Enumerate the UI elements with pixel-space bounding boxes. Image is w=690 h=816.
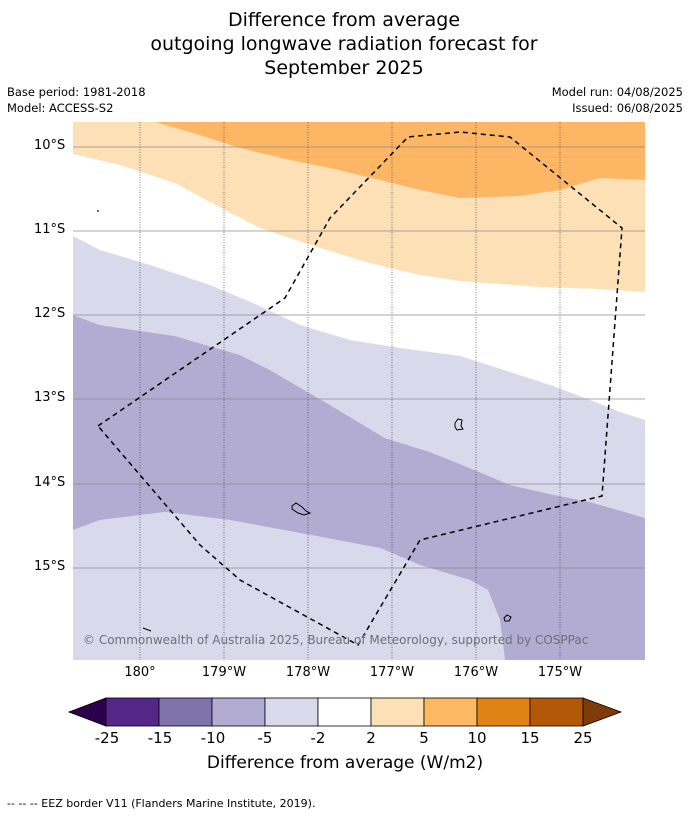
colorbar-tick: 5 — [419, 729, 429, 747]
lon-label-178w: 178°W — [285, 665, 331, 680]
island-small-west — [454, 418, 464, 431]
island-upolu — [291, 502, 312, 516]
colorbar — [67, 697, 623, 727]
lat-label-13s: 13°S — [34, 390, 66, 405]
meta-right: Model run: 04/08/2025 Issued: 06/08/2025 — [552, 84, 683, 116]
colorbar-extend-high — [582, 697, 623, 727]
colorbar-tick: -5 — [257, 729, 273, 747]
anomaly-band-purple-light-north — [73, 236, 645, 518]
lat-label-14s: 14°S — [34, 475, 66, 490]
map-area — [73, 122, 645, 660]
chart-title: Difference from average outgoing longwav… — [0, 8, 690, 80]
colorbar-tick: 15 — [520, 729, 540, 747]
lat-label-11s: 11°S — [34, 222, 66, 237]
copyright-notice: © Commonwealth of Australia 2025, Bureau… — [83, 633, 589, 647]
lon-label-177w: 177°W — [369, 665, 415, 680]
anomaly-band-orange-dark — [155, 122, 645, 198]
island-small-south — [503, 614, 512, 622]
title-line-2: outgoing longwave radiation forecast for — [150, 33, 538, 55]
colorbar-tick: -25 — [94, 729, 120, 747]
colorbar-cell — [264, 697, 319, 727]
lon-label-179w: 179°W — [201, 665, 247, 680]
anomaly-band-purple-light-south — [73, 512, 505, 660]
meta-left: Base period: 1981-2018 Model: ACCESS-S2 — [7, 84, 146, 116]
latitude-gridlines — [73, 146, 645, 569]
lon-label-175w: 175°W — [537, 665, 583, 680]
island-sliver — [142, 627, 152, 632]
model-name: Model: ACCESS-S2 — [7, 101, 114, 115]
title-line-3: September 2025 — [264, 57, 424, 79]
issued-date: Issued: 06/08/2025 — [572, 101, 683, 115]
colorbar-cell — [211, 697, 266, 727]
colorbar-tick: 25 — [573, 729, 593, 747]
lon-label-176w: 176°W — [453, 665, 499, 680]
colorbar-extend-low — [67, 697, 107, 727]
colorbar-cell — [370, 697, 425, 727]
model-run: Model run: 04/08/2025 — [551, 85, 683, 99]
colorbar-tick: -2 — [310, 729, 326, 747]
base-period: Base period: 1981-2018 — [7, 85, 146, 99]
colorbar-cell — [105, 697, 160, 727]
colorbar-title: Difference from average (W/m2) — [206, 753, 484, 773]
colorbar-cell — [158, 697, 213, 727]
island-dot — [97, 210, 99, 212]
colorbar-cell — [529, 697, 584, 727]
anomaly-band-purple-mid — [73, 315, 645, 660]
colorbar-tick: -15 — [147, 729, 173, 747]
lat-label-15s: 15°S — [34, 559, 66, 574]
longitude-gridlines — [139, 122, 561, 660]
eez-border — [96, 131, 623, 647]
colorbar-cell — [317, 697, 372, 727]
title-line-1: Difference from average — [227, 9, 461, 31]
lon-label-180: 180° — [124, 665, 156, 680]
lat-label-12s: 12°S — [34, 306, 66, 321]
eez-footnote: -- -- -- EEZ border V11 (Flanders Marine… — [7, 797, 316, 810]
colorbar-cell — [476, 697, 531, 727]
lat-label-10s: 10°S — [34, 138, 66, 153]
colorbar-tick: 2 — [366, 729, 376, 747]
colorbar-cell — [423, 697, 478, 727]
colorbar-tick: 10 — [467, 729, 487, 747]
colorbar-tick: -10 — [200, 729, 226, 747]
